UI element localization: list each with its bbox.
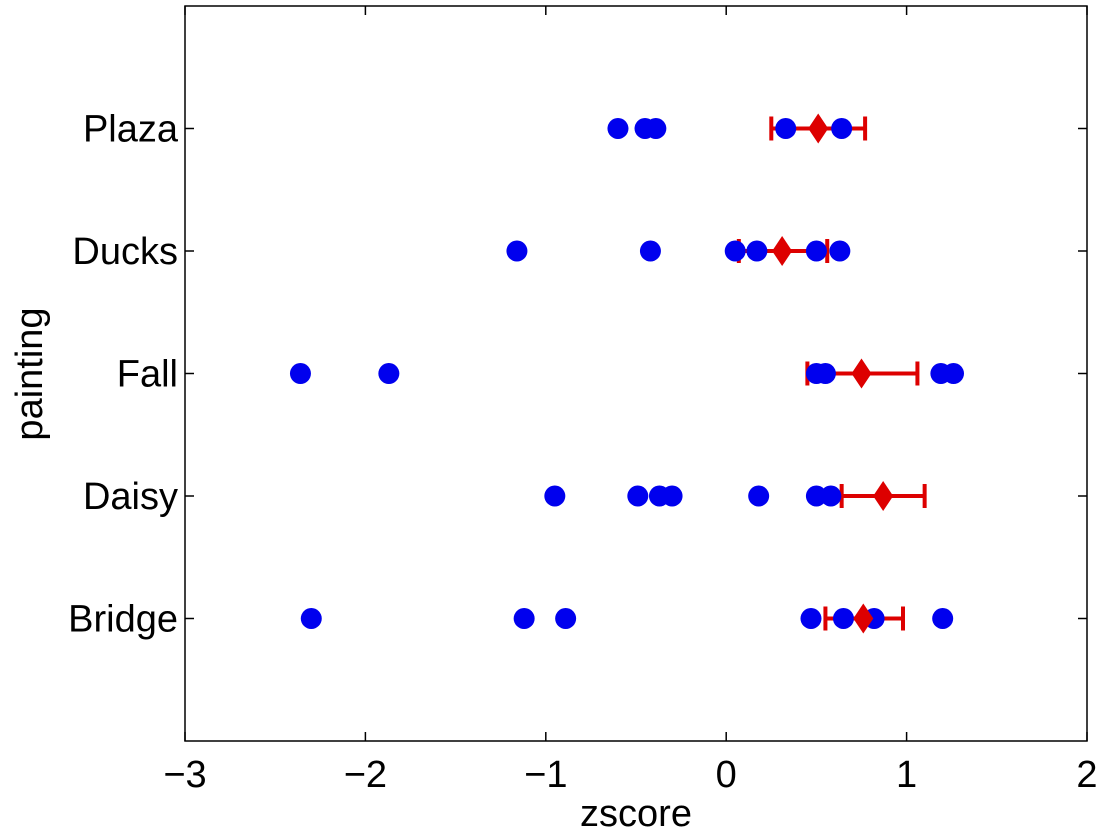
mean-marker bbox=[772, 236, 793, 266]
data-point bbox=[724, 240, 746, 262]
mean-markers bbox=[772, 113, 894, 634]
plot-area-frame bbox=[184, 5, 1088, 742]
x-tick-label: 0 bbox=[716, 754, 737, 796]
data-point bbox=[746, 240, 768, 262]
data-point bbox=[378, 363, 400, 384]
mean-marker bbox=[853, 603, 874, 634]
data-points bbox=[289, 118, 965, 629]
x-tick-label: −1 bbox=[524, 754, 567, 796]
data-point bbox=[661, 485, 683, 507]
data-point bbox=[814, 363, 836, 384]
y-axis-label: painting bbox=[9, 307, 51, 440]
x-tick-label: 2 bbox=[1076, 754, 1097, 796]
x-tick-label: −2 bbox=[344, 754, 387, 796]
data-point bbox=[932, 608, 954, 629]
data-point bbox=[639, 240, 661, 262]
data-point bbox=[829, 240, 851, 262]
data-point bbox=[627, 485, 649, 507]
data-point bbox=[555, 608, 577, 629]
y-tick-label: Plaza bbox=[83, 109, 179, 151]
data-point bbox=[800, 608, 822, 629]
data-point bbox=[607, 118, 629, 139]
y-ticks: Bridge Daisy Fall Ducks Plaza bbox=[68, 109, 1087, 641]
mean-marker bbox=[808, 113, 829, 144]
data-point bbox=[805, 240, 827, 262]
data-point bbox=[645, 118, 667, 139]
data-point bbox=[832, 608, 854, 629]
data-point bbox=[748, 485, 770, 507]
data-point bbox=[506, 240, 528, 262]
y-tick-label: Bridge bbox=[68, 599, 178, 641]
data-point bbox=[831, 118, 853, 139]
mean-marker bbox=[873, 481, 894, 511]
data-point bbox=[513, 608, 535, 629]
mean-marker bbox=[851, 358, 872, 389]
y-tick-label: Daisy bbox=[83, 476, 178, 518]
data-point bbox=[943, 363, 965, 384]
data-point bbox=[544, 485, 566, 507]
y-tick-label: Fall bbox=[117, 354, 178, 396]
x-tick-label: 1 bbox=[896, 754, 917, 796]
y-tick-label: Ducks bbox=[72, 231, 178, 273]
x-axis-label: zscore bbox=[580, 793, 692, 835]
data-point bbox=[775, 118, 797, 139]
data-point bbox=[805, 485, 827, 507]
x-tick-label: −3 bbox=[163, 754, 206, 796]
x-ticks: −3 −2 −1 0 1 2 bbox=[163, 6, 1098, 796]
data-point bbox=[289, 363, 311, 384]
data-point bbox=[300, 608, 322, 629]
data-point bbox=[820, 485, 842, 507]
